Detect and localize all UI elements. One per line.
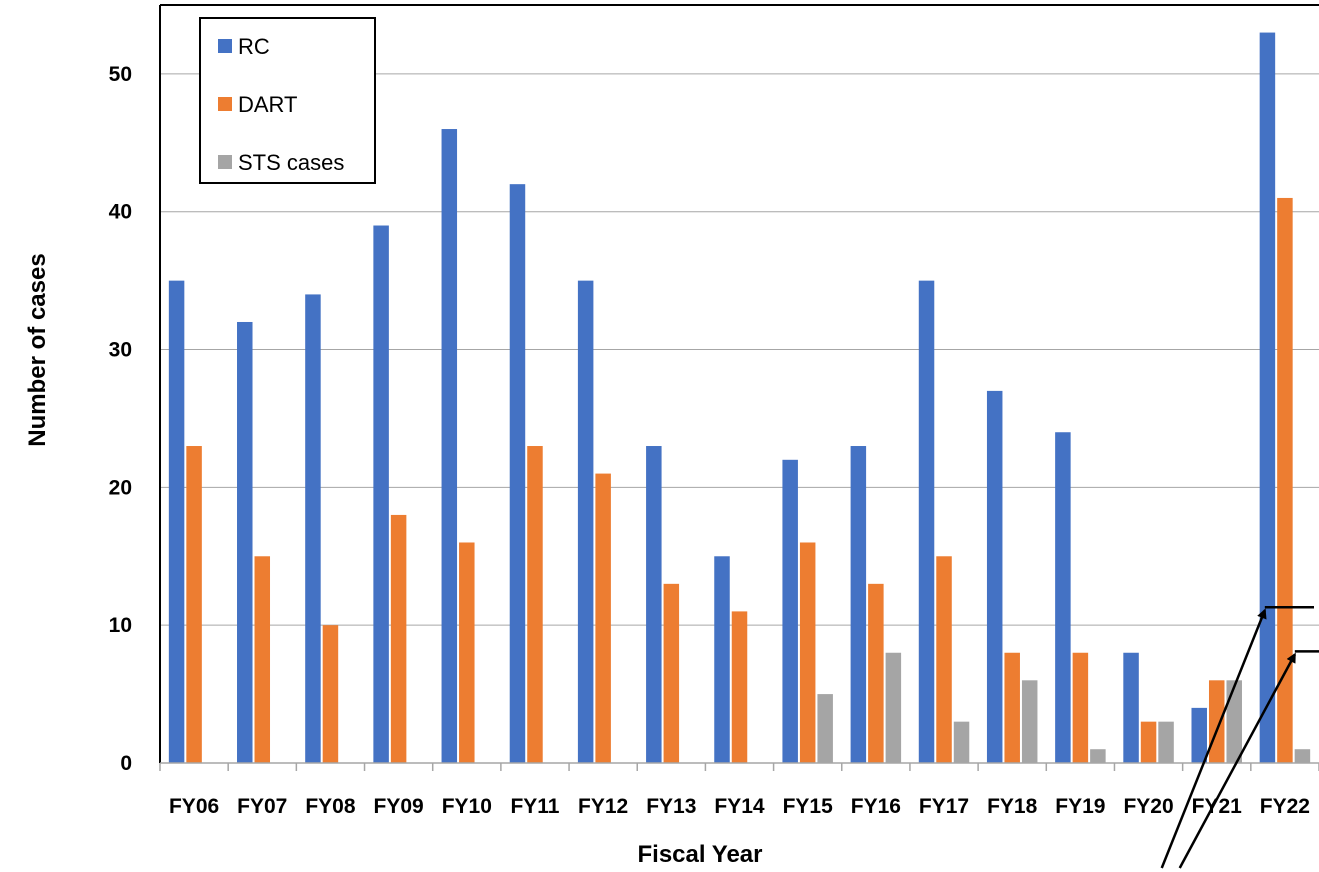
bar-sts-cases [817, 694, 833, 763]
bar-dart [936, 556, 952, 763]
legend-label: DART [238, 92, 298, 117]
y-tick-label: 30 [109, 339, 132, 362]
bar-dart [322, 625, 339, 763]
y-tick-label: 40 [109, 201, 132, 224]
bar-dart [1072, 652, 1089, 763]
bar-dart [1277, 197, 1293, 764]
bar-dart [459, 542, 475, 763]
bar-dart [868, 583, 884, 763]
bar-dart [527, 446, 543, 763]
y-tick-label: 10 [109, 614, 132, 637]
bar-dart [663, 583, 680, 763]
x-tick-label: FY21 [1192, 795, 1243, 818]
x-tick-label: FY15 [783, 795, 834, 818]
bar-rc [373, 225, 389, 763]
bar-sts-cases [1021, 680, 1038, 763]
legend-label: RC [238, 34, 270, 59]
bars [168, 32, 1311, 764]
bar-rc [168, 280, 185, 763]
bar-sts-cases [1090, 749, 1106, 763]
bar-rc [441, 129, 458, 763]
bar-rc [782, 459, 798, 763]
x-tick-label: FY08 [305, 795, 356, 818]
bar-rc [237, 321, 253, 763]
bar-rc [1191, 707, 1207, 763]
x-tick-label: FY13 [646, 795, 696, 818]
bar-dart [731, 611, 748, 763]
y-axis-title: Number of cases [24, 253, 51, 446]
x-axis-title: Fiscal Year [638, 841, 763, 868]
x-tick-label: FY07 [237, 795, 287, 818]
x-tick-label: FY10 [442, 795, 492, 818]
x-tick-label: FY19 [1055, 795, 1105, 818]
legend: RC DART STS cases [199, 17, 376, 184]
bar-rc [918, 280, 935, 763]
annotations [1160, 606, 1319, 869]
bar-dart [1140, 721, 1157, 763]
bar-rc [1055, 432, 1071, 763]
bar-sts-cases [885, 652, 902, 763]
bar-dart [1208, 680, 1225, 763]
bar-sts-cases [1226, 680, 1242, 763]
x-tick-label: FY14 [714, 795, 765, 818]
x-tick-label: FY11 [510, 795, 559, 818]
bar-dart [595, 473, 611, 763]
axes: 0 10 20 30 40 50 FY06 FY07 FY08 FY09 FY10 FY11 FY12 F… [109, 4, 1319, 818]
x-tick-label: FY20 [1123, 795, 1173, 818]
legend-swatch [218, 97, 232, 111]
legend-swatch [218, 39, 232, 53]
x-tick-label: FY06 [169, 795, 219, 818]
bar-rc [646, 446, 662, 763]
y-tick-label: 50 [109, 63, 132, 86]
bar-dart [390, 514, 407, 763]
bar-rc [509, 184, 526, 763]
x-tick-label: FY12 [578, 795, 628, 818]
bar-sts-cases [953, 721, 970, 763]
bar-rc [577, 280, 594, 763]
bar-sts-cases [1294, 749, 1311, 763]
annotation-arrow [1160, 608, 1267, 869]
x-tick-label: FY17 [919, 795, 969, 818]
annotation-arrow [1178, 652, 1296, 869]
legend-swatch [218, 155, 232, 169]
y-tick-label: 20 [109, 476, 132, 499]
bar-rc [850, 446, 867, 763]
bar-rc [305, 294, 321, 763]
x-tick-label: FY22 [1260, 795, 1310, 818]
y-tick-label: 0 [120, 752, 132, 775]
bar-dart [186, 446, 202, 763]
bar-sts-cases [1158, 721, 1174, 763]
bar-dart [1004, 652, 1020, 763]
legend-label: STS cases [238, 150, 344, 175]
bar-dart [254, 556, 271, 763]
bar-rc [714, 556, 730, 763]
bar-rc [1123, 652, 1139, 763]
bar-dart [799, 542, 816, 763]
x-tick-label: FY18 [987, 795, 1038, 818]
x-tick-label: FY09 [374, 795, 424, 818]
x-tick-label: FY16 [851, 795, 901, 818]
bar-rc [986, 390, 1003, 763]
bar-rc [1259, 32, 1276, 763]
